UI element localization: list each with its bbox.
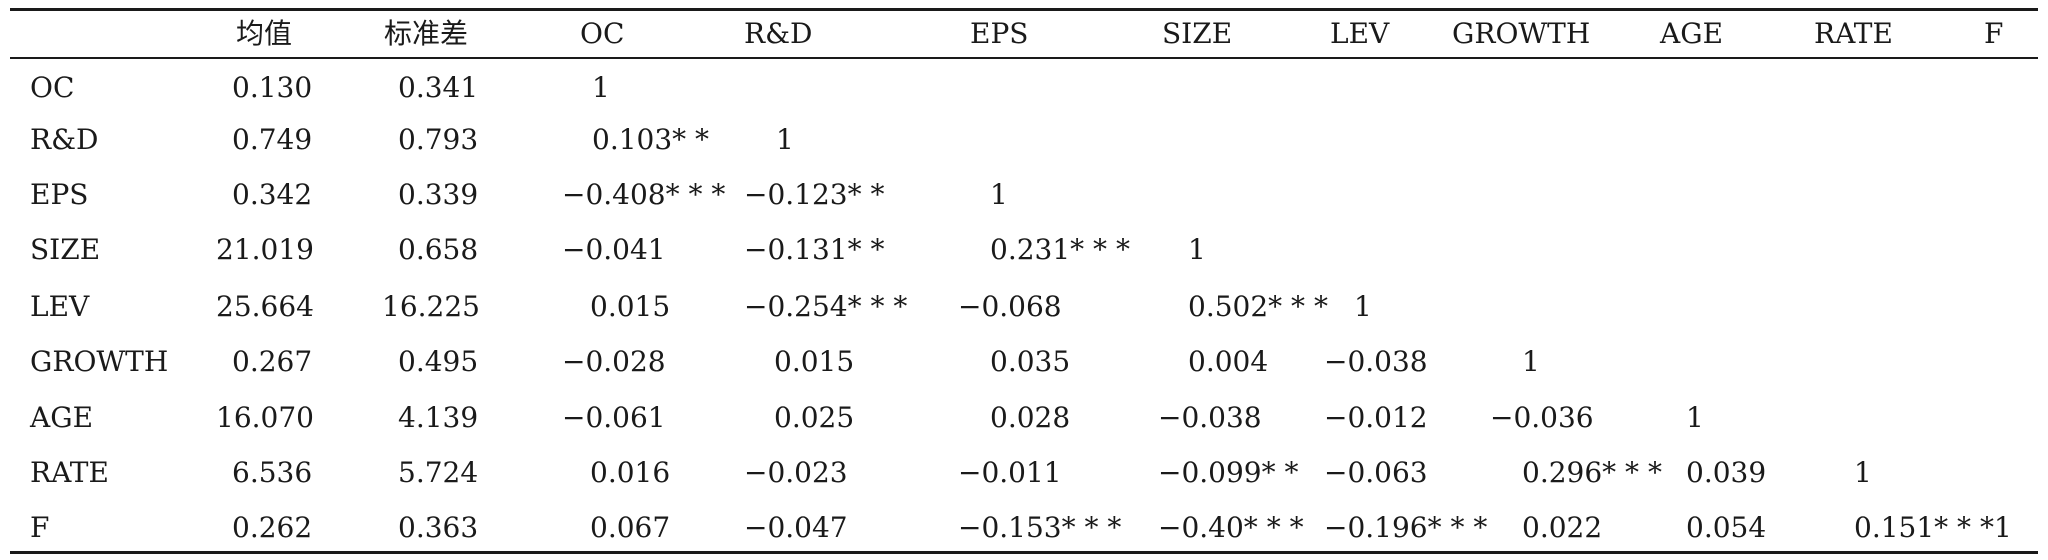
table-row: OC 0.130 0.341 1	[0, 62, 2048, 114]
bottom-rule	[10, 551, 2038, 554]
table-cell: −0.011	[958, 456, 1062, 489]
table-cell: −0.40* * *	[1158, 511, 1304, 544]
table-cell: −0.036	[1490, 401, 1594, 434]
row-label: F	[30, 511, 50, 544]
table-cell: 1	[1854, 456, 1872, 489]
table-cell: −0.023	[744, 456, 848, 489]
row-label: SIZE	[30, 233, 101, 266]
header-eps: EPS	[970, 17, 1029, 50]
table-cell: −0.041	[562, 233, 666, 266]
table-cell: 0.015	[774, 345, 855, 378]
table-cell: 21.019	[216, 233, 314, 266]
table-cell: 0.339	[398, 178, 479, 211]
table-cell: 0.004	[1188, 345, 1269, 378]
table-cell: −0.254* * *	[744, 290, 908, 323]
row-label: RATE	[30, 456, 109, 489]
table-cell: 0.067	[590, 511, 671, 544]
table-cell: 0.495	[398, 345, 479, 378]
table-cell: −0.408* * *	[562, 178, 726, 211]
table-cell: 1	[990, 178, 1008, 211]
table-cell: −0.099* *	[1158, 456, 1299, 489]
table-cell: 6.536	[232, 456, 313, 489]
table-cell: 0.267	[232, 345, 313, 378]
table-row: LEV 25.664 16.225 0.015 −0.254* * * −0.0…	[0, 281, 2048, 333]
table-cell: 0.025	[774, 401, 855, 434]
table-cell: 0.054	[1686, 511, 1767, 544]
table-cell: −0.038	[1324, 345, 1428, 378]
table-row: F 0.262 0.363 0.067 −0.047 −0.153* * * −…	[0, 502, 2048, 554]
table-cell: 0.296* * *	[1522, 456, 1662, 489]
top-rule	[10, 8, 2038, 11]
table-cell: 4.139	[398, 401, 479, 434]
table-cell: −0.068	[958, 290, 1062, 323]
row-label: LEV	[30, 290, 90, 323]
table-cell: 1	[1188, 233, 1206, 266]
table-row: EPS 0.342 0.339 −0.408* * * −0.123* * 1	[0, 169, 2048, 221]
table-cell: 0.793	[398, 123, 479, 156]
table-cell: 1	[1686, 401, 1704, 434]
table-cell: 1	[1354, 290, 1372, 323]
header-rule	[10, 57, 2038, 59]
table-cell: 0.262	[232, 511, 313, 544]
table-cell: 1	[776, 123, 794, 156]
header-rd: R&D	[744, 17, 813, 50]
table-cell: 0.749	[232, 123, 313, 156]
table-cell: −0.196* * *	[1324, 511, 1488, 544]
header-size: SIZE	[1162, 17, 1233, 50]
table-cell: 0.130	[232, 71, 313, 104]
table-cell: 0.151* * *1	[1854, 511, 2012, 544]
row-label: AGE	[30, 401, 94, 434]
table-cell: 0.502* * *	[1188, 290, 1328, 323]
row-label: GROWTH	[30, 345, 169, 378]
header-mean: 均值	[236, 17, 293, 50]
table-cell: 5.724	[398, 456, 479, 489]
table-cell: −0.038	[1158, 401, 1262, 434]
table-cell: −0.012	[1324, 401, 1428, 434]
table-cell: 0.342	[232, 178, 313, 211]
table-cell: 0.035	[990, 345, 1071, 378]
table-cell: 0.341	[398, 71, 479, 104]
table-cell: 0.022	[1522, 511, 1603, 544]
table-cell: 1	[1522, 345, 1540, 378]
table-row: RATE 6.536 5.724 0.016 −0.023 −0.011 −0.…	[0, 447, 2048, 499]
row-label: EPS	[30, 178, 89, 211]
table-row: R&D 0.749 0.793 0.103* * 1	[0, 114, 2048, 166]
table-cell: −0.123* *	[744, 178, 885, 211]
header-growth: GROWTH	[1452, 17, 1591, 50]
table-cell: −0.063	[1324, 456, 1428, 489]
table-cell: 0.231* * *	[990, 233, 1130, 266]
table-cell: −0.028	[562, 345, 666, 378]
table-row: AGE 16.070 4.139 −0.061 0.025 0.028 −0.0…	[0, 392, 2048, 444]
table-cell: −0.047	[744, 511, 848, 544]
table-cell: 0.016	[590, 456, 671, 489]
table-row: GROWTH 0.267 0.495 −0.028 0.015 0.035 0.…	[0, 336, 2048, 388]
table-cell: 16.070	[216, 401, 314, 434]
header-age: AGE	[1660, 17, 1724, 50]
header-f: F	[1984, 17, 2004, 50]
row-label: OC	[30, 71, 75, 104]
header-lev: LEV	[1330, 17, 1390, 50]
table-cell: 0.103* *	[592, 123, 710, 156]
row-label: R&D	[30, 123, 99, 156]
table-cell: −0.061	[562, 401, 666, 434]
table-cell: 0.039	[1686, 456, 1767, 489]
table-cell: 0.028	[990, 401, 1071, 434]
header-oc: OC	[580, 17, 625, 50]
header-rate: RATE	[1814, 17, 1893, 50]
table-row: SIZE 21.019 0.658 −0.041 −0.131* * 0.231…	[0, 224, 2048, 276]
header-std: 标准差	[384, 17, 469, 50]
table-cell: 0.658	[398, 233, 479, 266]
table-cell: 0.363	[398, 511, 479, 544]
table-cell: 25.664	[216, 290, 314, 323]
table-cell: 1	[592, 71, 610, 104]
table-cell: −0.131* *	[744, 233, 885, 266]
table-cell: 16.225	[382, 290, 480, 323]
table-cell: −0.153* * *	[958, 511, 1122, 544]
table-cell: 0.015	[590, 290, 671, 323]
